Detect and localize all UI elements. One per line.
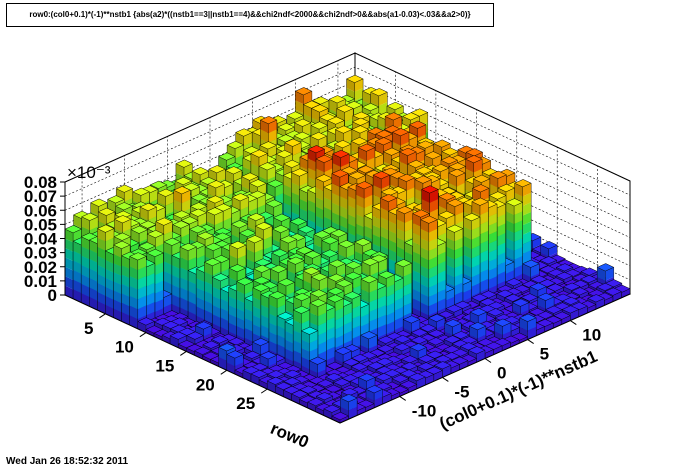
z-gridline [64, 52, 631, 183]
bar-face-front [344, 108, 354, 123]
bar-face-side [303, 104, 312, 118]
lego-bars [64, 74, 631, 423]
bar-face-front [354, 78, 364, 92]
bar-face-side [329, 99, 338, 113]
z-gridline [64, 66, 631, 197]
bar-face-front [378, 102, 388, 116]
bar-face-side [362, 91, 371, 105]
bar-face-front [354, 88, 364, 101]
bar-face-side [346, 78, 355, 92]
bar-face-front [378, 92, 388, 106]
bar-face-front [303, 91, 312, 105]
bar-face-side [295, 100, 304, 114]
bar-face-side [295, 91, 304, 105]
bar-face-side [370, 92, 379, 106]
